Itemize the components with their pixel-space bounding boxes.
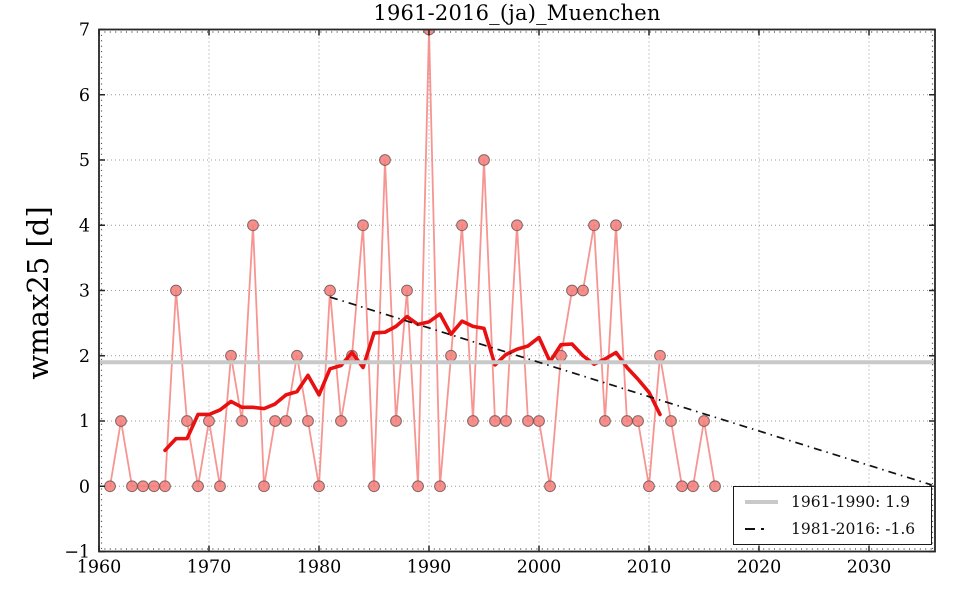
annual-values-marker	[280, 415, 292, 427]
annual-values-marker	[258, 480, 270, 493]
annual-values-marker	[148, 480, 160, 493]
annual-values-marker	[478, 154, 490, 166]
annual-values-marker	[610, 219, 622, 232]
annual-values-marker	[247, 219, 259, 232]
annual-values-marker	[225, 349, 237, 362]
legend-entry-trend: 1981-2016: -1.6	[734, 516, 931, 542]
annual-values-marker	[588, 219, 600, 232]
y-tick-label: 2	[79, 347, 90, 367]
y-tick-label: 1	[79, 412, 90, 432]
annual-values-marker	[126, 480, 138, 493]
annual-values-marker	[445, 349, 457, 362]
annual-values-line	[109, 29, 716, 488]
annual-values-marker	[643, 480, 655, 493]
y-tick-label: −1	[64, 543, 90, 563]
y-tick-label: 7	[79, 21, 90, 41]
annual-values-marker	[676, 480, 688, 493]
y-tick-label: 3	[79, 282, 90, 302]
smoothed-values-line	[163, 312, 662, 453]
annual-values-marker	[192, 480, 204, 493]
x-tick-label: 2030	[847, 558, 892, 578]
annual-values-marker	[621, 415, 633, 427]
annual-values-marker	[665, 415, 677, 427]
annual-values-marker	[577, 284, 589, 297]
annual-values-marker	[137, 480, 149, 493]
x-tick-label: 1980	[297, 558, 342, 578]
y-tick-label: 0	[79, 477, 90, 497]
trend-1981-2016	[329, 296, 932, 486]
series-group	[99, 29, 935, 493]
legend: 1961-1990: 1.9 1981-2016: -1.6	[733, 486, 932, 545]
annual-values-marker	[357, 219, 369, 232]
x-tick-label: 1970	[187, 558, 232, 578]
x-tick-label: 2010	[627, 558, 672, 578]
x-tick-label: 2020	[737, 558, 782, 578]
annual-values-marker	[533, 415, 545, 427]
annual-values-marker	[203, 415, 215, 427]
y-tick-label: 4	[79, 216, 90, 236]
x-tick-label: 1990	[407, 558, 452, 578]
annual-values-marker	[313, 480, 325, 493]
legend-entry-mean: 1961-1990: 1.9	[734, 489, 931, 515]
annual-values-marker	[434, 480, 446, 493]
annual-values-marker	[544, 480, 556, 493]
x-tick-label: 2000	[517, 558, 562, 578]
annual-values-marker	[291, 349, 303, 362]
annual-values-marker	[104, 480, 116, 493]
annual-values-marker	[401, 284, 413, 297]
annual-values-marker	[368, 480, 380, 493]
y-axis-label: wmax25 [d]	[21, 206, 55, 380]
annual-values-marker	[456, 219, 468, 232]
annual-values-marker	[302, 415, 314, 427]
annual-values-marker	[709, 480, 721, 493]
annual-values-marker	[698, 415, 710, 427]
chart-title: 1961-2016_(ja)_Muenchen	[373, 1, 661, 25]
annual-values-marker	[390, 415, 402, 427]
annual-values-marker	[379, 154, 391, 166]
x-tick-label: 1960	[77, 558, 122, 578]
annual-values-marker	[632, 415, 644, 427]
legend-swatch-mean-line	[745, 499, 778, 504]
annual-values-marker	[489, 415, 501, 427]
y-tick-label: 5	[79, 151, 90, 171]
annual-values-marker	[511, 219, 523, 232]
annual-values-marker	[500, 415, 512, 427]
plot-frame	[98, 28, 936, 553]
legend-label-mean: 1961-1990: 1.9	[791, 492, 910, 511]
y-tick-label: 6	[79, 86, 90, 106]
legend-label-trend: 1981-2016: -1.6	[791, 520, 916, 539]
annual-values-marker	[599, 415, 611, 427]
annual-values-marker	[181, 415, 193, 427]
annual-values-marker	[335, 415, 347, 427]
annual-values-marker	[654, 349, 666, 362]
annual-values-marker	[522, 415, 534, 427]
annual-values-marker	[236, 415, 248, 427]
annual-values-marker	[324, 284, 336, 297]
annual-values-marker	[687, 480, 699, 493]
annual-values-marker	[566, 284, 578, 297]
annual-values-marker	[159, 480, 171, 493]
annual-values-marker	[269, 415, 281, 427]
annual-values-marker	[115, 415, 127, 427]
annual-values-marker	[214, 480, 226, 493]
legend-swatch-trend-line	[745, 528, 778, 531]
annual-values-marker	[467, 415, 479, 427]
annual-values-marker	[170, 284, 182, 297]
annual-values-marker	[412, 480, 424, 493]
